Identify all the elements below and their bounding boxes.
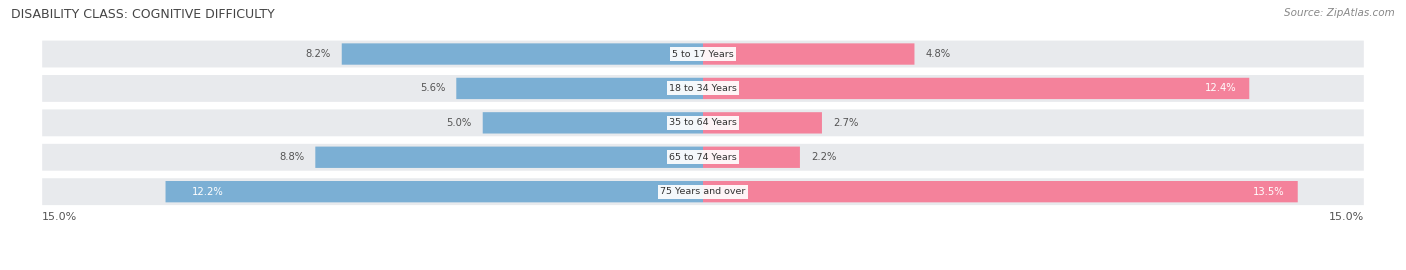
Text: 5 to 17 Years: 5 to 17 Years	[672, 49, 734, 59]
FancyBboxPatch shape	[42, 109, 1364, 136]
FancyBboxPatch shape	[703, 181, 1298, 202]
Text: 5.0%: 5.0%	[447, 118, 471, 128]
FancyBboxPatch shape	[703, 112, 823, 134]
FancyBboxPatch shape	[42, 40, 1364, 68]
Text: 8.2%: 8.2%	[305, 49, 330, 59]
Text: 35 to 64 Years: 35 to 64 Years	[669, 118, 737, 127]
Text: DISABILITY CLASS: COGNITIVE DIFFICULTY: DISABILITY CLASS: COGNITIVE DIFFICULTY	[11, 8, 276, 21]
Text: 15.0%: 15.0%	[1329, 212, 1364, 222]
FancyBboxPatch shape	[703, 147, 800, 168]
FancyBboxPatch shape	[42, 144, 1364, 171]
Text: 13.5%: 13.5%	[1253, 187, 1285, 197]
FancyBboxPatch shape	[482, 112, 703, 134]
Text: 15.0%: 15.0%	[42, 212, 77, 222]
Text: 5.6%: 5.6%	[420, 83, 446, 93]
Text: 2.7%: 2.7%	[832, 118, 858, 128]
Text: 12.2%: 12.2%	[193, 187, 224, 197]
FancyBboxPatch shape	[342, 43, 703, 65]
Text: 18 to 34 Years: 18 to 34 Years	[669, 84, 737, 93]
Text: Source: ZipAtlas.com: Source: ZipAtlas.com	[1284, 8, 1395, 18]
Text: 8.8%: 8.8%	[280, 152, 304, 162]
Text: 75 Years and over: 75 Years and over	[661, 187, 745, 196]
Text: 2.2%: 2.2%	[811, 152, 837, 162]
FancyBboxPatch shape	[42, 75, 1364, 102]
FancyBboxPatch shape	[703, 78, 1250, 99]
FancyBboxPatch shape	[457, 78, 703, 99]
FancyBboxPatch shape	[315, 147, 703, 168]
FancyBboxPatch shape	[42, 178, 1364, 205]
FancyBboxPatch shape	[703, 43, 914, 65]
Text: 4.8%: 4.8%	[925, 49, 950, 59]
Text: 12.4%: 12.4%	[1205, 83, 1236, 93]
Text: 65 to 74 Years: 65 to 74 Years	[669, 153, 737, 162]
FancyBboxPatch shape	[166, 181, 703, 202]
